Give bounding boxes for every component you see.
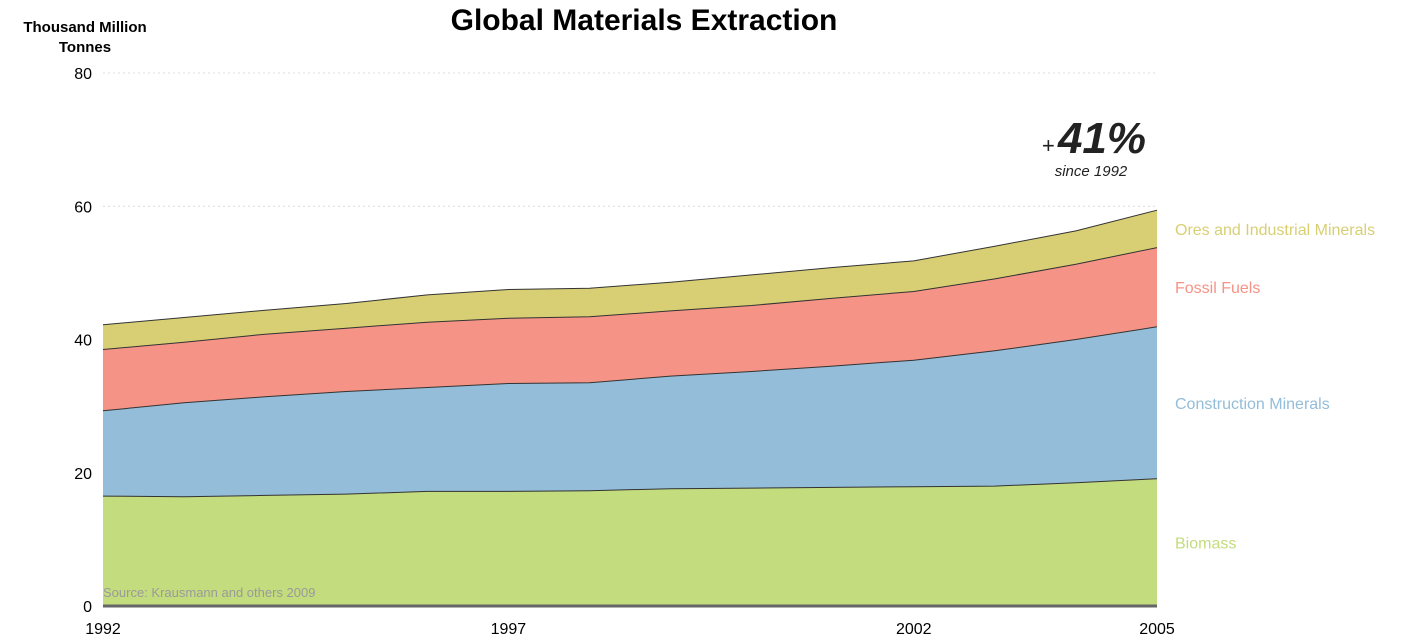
area-fossil-fuels — [103, 247, 1157, 411]
series-label-construction-minerals: Construction Minerals — [1175, 396, 1330, 413]
y-axis-label-line1: Thousand Million — [23, 19, 146, 36]
growth-annotation: + 41% since 1992 — [1042, 114, 1146, 180]
x-tick-label-2002: 2002 — [896, 621, 932, 638]
chart-title: Global Materials Extraction — [451, 4, 838, 37]
source-note: Source: Krausmann and others 2009 — [103, 585, 315, 600]
area-construction-minerals — [103, 326, 1157, 497]
series-labels: Biomass Construction Minerals Fossil Fuels… — [1175, 222, 1375, 552]
area-ores-and-industrial-minerals — [103, 210, 1157, 350]
y-tick-label-40: 40 — [74, 333, 92, 350]
series-label-fossil-fuels: Fossil Fuels — [1175, 280, 1260, 297]
x-tick-label-2005: 2005 — [1139, 621, 1175, 638]
annotation-value: 41% — [1057, 114, 1146, 163]
x-tick-label-1992: 1992 — [85, 621, 121, 638]
series-label-biomass: Biomass — [1175, 535, 1236, 552]
area-biomass — [103, 478, 1157, 606]
annotation-sign: + — [1042, 133, 1055, 158]
series-boundary-lines — [102, 209, 1158, 498]
y-tick-label-80: 80 — [74, 66, 92, 83]
boundary-line-biomass — [102, 478, 1158, 498]
y-tick-labels: 0 20 40 60 80 — [74, 66, 92, 616]
x-tick-labels: 1992 1997 2002 2005 — [85, 621, 1175, 638]
boundary-line-fossil-fuels — [102, 247, 1158, 350]
x-tick-label-1997: 1997 — [491, 621, 527, 638]
annotation-subtitle: since 1992 — [1055, 163, 1128, 180]
area-series-group — [103, 210, 1157, 606]
y-tick-label-0: 0 — [83, 599, 92, 616]
boundary-line-ores-and-industrial-minerals — [102, 209, 1158, 326]
boundary-line-construction-minerals — [102, 326, 1158, 412]
y-tick-label-20: 20 — [74, 466, 92, 483]
y-tick-label-60: 60 — [74, 199, 92, 216]
y-axis-label-line2: Tonnes — [59, 39, 111, 56]
series-label-ores-and-industrial-minerals: Ores and Industrial Minerals — [1175, 222, 1375, 239]
